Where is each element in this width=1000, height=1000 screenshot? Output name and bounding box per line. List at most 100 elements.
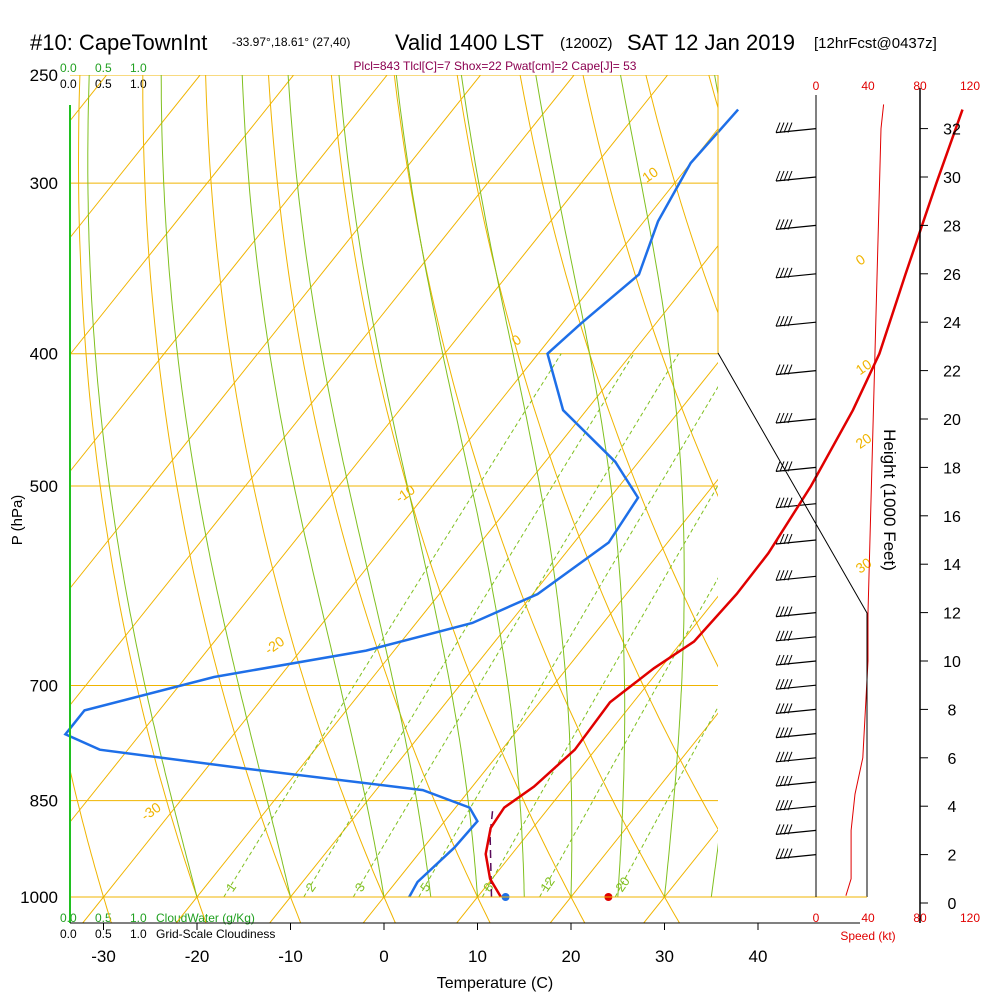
mixing-ratio-label: 5 [417,880,433,895]
wind-barb [775,316,817,327]
mixing-ratio-line [614,706,718,898]
height-tick-label: 22 [943,364,961,381]
dry-adiabat-label: 10 [853,356,875,378]
wind-barb [775,497,817,509]
moist-adiabat-line [241,75,385,898]
station-coords: -33.97°,18.61° (27,40) [232,35,350,49]
wind-barb [775,412,817,424]
y-axis-title: P (hPa) [9,495,26,546]
pressure-tick-label: 300 [30,174,58,193]
mixing-ratio-line [223,353,562,898]
moist-adiabat-line [460,75,573,898]
cloudwater-tick: 0.5 [95,61,112,75]
height-tick-label: 10 [943,654,961,671]
mixing-ratio-line [481,484,718,898]
x-tick-label: 20 [562,947,581,966]
moist-adiabat-line [395,75,525,898]
x-tick-label: 0 [379,947,388,966]
isotherm-line [70,75,575,706]
wind-barb [775,606,817,618]
valid-date: SAT 12 Jan 2019 [627,30,795,55]
forecast-label: [12hrFcst@0437z] [814,35,937,52]
height-tick-label: 24 [943,315,961,332]
height-tick-label: 0 [948,896,957,913]
dry-adiabat-line [0,51,18,926]
mixing-ratio-line [352,353,680,898]
plot-background [0,51,1000,926]
height-tick-label: 32 [943,122,961,139]
valid-time: Valid 1400 LST [395,30,544,55]
height-tick-label: 4 [948,799,957,816]
wind-barb [775,570,817,581]
height-tick-label: 12 [943,606,961,623]
isotherm-line [456,595,718,923]
wind-barb [775,630,817,642]
parcel-path [489,807,494,898]
speed-tick: 40 [861,79,875,93]
mixing-ratio-label: 2 [302,880,318,895]
pressure-tick-label: 400 [30,345,58,364]
x-tick-label: -30 [91,947,116,966]
cloudiness-tick: 1.0 [130,927,147,941]
wind-barb [775,267,817,279]
x-tick-label: 40 [749,947,768,966]
isotherm-line [70,75,295,356]
dry-adiabat-line [142,75,302,923]
moist-adiabat-line [287,75,432,898]
speed-tick: 40 [861,911,875,925]
wind-barb [775,751,817,763]
cloudwater-tick: 0.5 [95,911,112,925]
x-tick-label: -10 [278,947,303,966]
station-title: #10: CapeTownInt [30,30,207,55]
moist-adiabat-line [87,75,198,898]
mixing-ratio-label: 20 [612,874,633,894]
isotherm-line [549,712,718,923]
dry-adiabat-label: 0 [853,251,869,269]
dewpoint-profile [63,108,740,898]
wind-barb [775,775,817,787]
moist-adiabat-line [535,75,626,898]
speed-scale-top: 0 40 80 120 [813,79,981,93]
axes: -30 -20 -10 0 10 20 30 402503004005007008501000… [20,66,961,966]
pressure-tick-label: 1000 [20,888,58,907]
height-tick-label: 8 [948,702,957,719]
wind-barb [775,679,817,690]
plot-frame-diagonal [717,352,868,897]
speed-axis-label: Speed (kt) [840,929,895,943]
speed-tick: 0 [813,911,820,925]
dry-adiabat-label: 10 [639,163,661,185]
wind-barb [775,703,817,714]
wind-barb [775,364,817,376]
isotherm-line [269,361,718,923]
wind-barb [775,461,817,472]
dry-adiabat-line [330,75,586,923]
dry-adiabat-line [77,75,207,923]
dry-adiabat-line [393,75,681,923]
cloudiness-tick: 0.5 [95,77,112,91]
utc-time: (1200Z) [560,35,613,52]
isotherm-line [362,478,718,923]
wind-barb [775,533,817,545]
moist-adiabat-line [160,75,291,898]
dry-adiabat-line [70,767,112,923]
dry-adiabat-line [267,75,491,923]
dry-adiabat-line [827,51,1000,926]
height-tick-label: 18 [943,460,961,477]
pressure-tick-label: 500 [30,477,58,496]
x-axis-title: Temperature (C) [437,975,553,992]
speed-tick: 120 [960,911,980,925]
wind-barb [775,170,817,182]
dry-adiabat-line [205,75,396,923]
dry-adiabat-label: -30 [138,799,164,824]
wind-barb [775,654,817,666]
isotherm-line [70,75,669,823]
height-tick-label: 20 [943,412,961,429]
cloudwater-label: CloudWater (g/Kg) [156,911,255,925]
isotherm-line [70,75,482,590]
cloudwater-tick: 1.0 [130,911,147,925]
cloudiness-tick: 0.0 [60,927,77,941]
isotherm-line [828,51,1000,926]
dry-adiabat-line [456,75,718,831]
isotherm-line [82,128,718,923]
x-tick-label: -20 [185,947,210,966]
